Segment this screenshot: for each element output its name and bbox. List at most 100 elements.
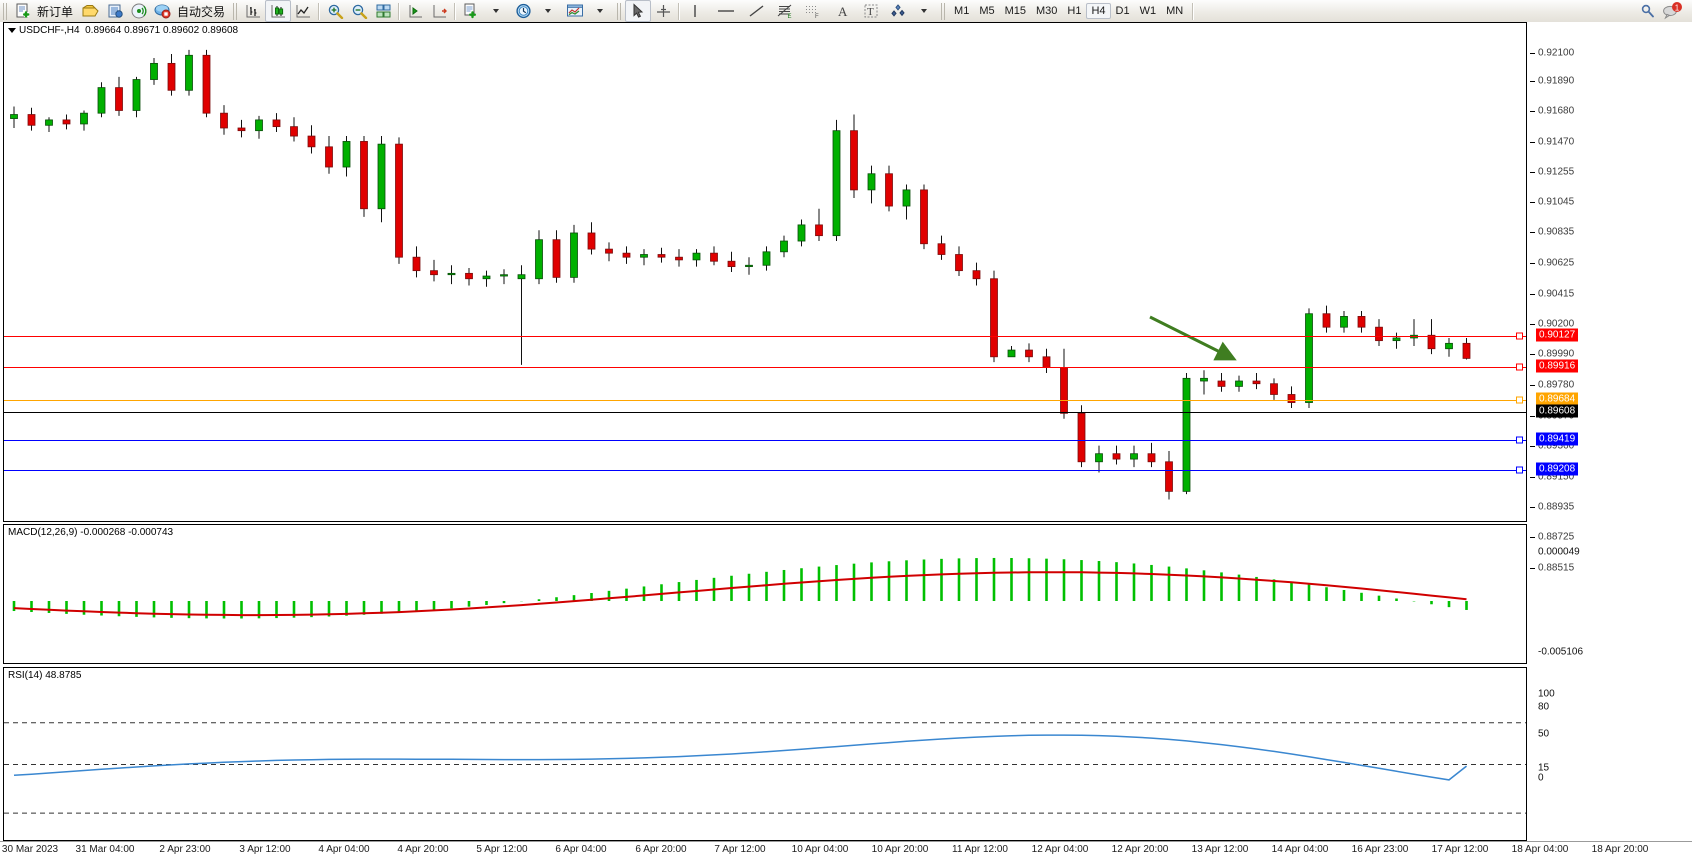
horizontal-line-icon[interactable] bbox=[713, 1, 739, 21]
timeframe-m15[interactable]: M15 bbox=[1004, 5, 1026, 17]
level-line-entry[interactable] bbox=[4, 400, 1526, 401]
level-handle-resistance-2[interactable] bbox=[1516, 363, 1523, 371]
news-icon[interactable] bbox=[103, 1, 127, 21]
zoom-in-icon[interactable] bbox=[323, 1, 347, 21]
timeframe-mn[interactable]: MN bbox=[1166, 5, 1184, 17]
indicators-dropdown-caret[interactable] bbox=[483, 1, 507, 21]
axis-tick bbox=[1530, 416, 1535, 417]
timeframe-h4[interactable]: H4 bbox=[1086, 3, 1111, 19]
fibonacci-fan-icon[interactable]: F bbox=[801, 1, 825, 21]
alert-icon[interactable]: 1 bbox=[1660, 1, 1686, 21]
level-handle-support-1[interactable] bbox=[1516, 436, 1523, 444]
price-tag[interactable]: 0.89684 bbox=[1536, 392, 1579, 406]
candle-body bbox=[500, 274, 508, 277]
search-icon[interactable] bbox=[1636, 1, 1660, 21]
time-label: 31 Mar 04:00 bbox=[75, 844, 135, 855]
price-axis[interactable]: 0.92100 0.91890 0.91680 0.91470 0.91255 0.910… bbox=[1530, 22, 1692, 841]
symbol-close: 0.89608 bbox=[201, 25, 239, 36]
candle-body bbox=[412, 256, 421, 272]
new-order-icon[interactable] bbox=[11, 1, 35, 21]
time-label: 7 Apr 12:00 bbox=[714, 844, 766, 855]
signal-icon[interactable] bbox=[127, 1, 151, 21]
candle-body bbox=[1445, 342, 1453, 350]
objects-dropdown-caret[interactable] bbox=[911, 1, 935, 21]
time-label: 12 Apr 04:00 bbox=[1031, 844, 1089, 855]
toolbar-grip-3[interactable] bbox=[617, 2, 623, 20]
fibonacci-icon[interactable]: E bbox=[773, 1, 797, 21]
candle-body bbox=[27, 114, 36, 126]
axis-label: 0.91890 bbox=[1538, 75, 1575, 87]
axis-tick bbox=[1530, 477, 1535, 478]
cursor-icon[interactable] bbox=[625, 0, 652, 22]
chart-area[interactable]: USDCHF-,H4 0.89664 0.89671 0.89602 0.896… bbox=[0, 22, 1692, 867]
candle-body bbox=[1077, 412, 1086, 463]
crosshair-icon[interactable] bbox=[651, 1, 675, 21]
toolbar-grip[interactable] bbox=[3, 2, 8, 20]
level-handle-support-2[interactable] bbox=[1516, 466, 1523, 474]
candle-body bbox=[1060, 367, 1068, 414]
chart-dropdown-icon[interactable] bbox=[8, 27, 16, 33]
rsi-series bbox=[4, 722, 1526, 814]
svg-text:A: A bbox=[838, 4, 848, 19]
timeframe-m5[interactable]: M5 bbox=[979, 5, 995, 17]
price-tag[interactable]: 0.89916 bbox=[1536, 359, 1579, 373]
vertical-line-icon[interactable] bbox=[683, 1, 707, 21]
price-tag[interactable]: 0.89419 bbox=[1536, 432, 1579, 446]
candle-body bbox=[255, 119, 263, 132]
line-chart-icon[interactable] bbox=[291, 1, 315, 21]
folder-icon[interactable] bbox=[79, 1, 103, 21]
toolbar-grip-2[interactable] bbox=[233, 2, 239, 20]
candle-body bbox=[272, 119, 281, 128]
level-line-support-2[interactable] bbox=[4, 470, 1526, 471]
templates-icon[interactable] bbox=[563, 1, 587, 21]
objects-icon[interactable] bbox=[887, 1, 911, 21]
zoom-out-icon[interactable] bbox=[347, 1, 371, 21]
level-handle-entry[interactable] bbox=[1516, 396, 1523, 404]
chart-grid-icon[interactable] bbox=[371, 1, 395, 21]
candle-body bbox=[1462, 342, 1471, 359]
level-line-support-1[interactable] bbox=[4, 440, 1526, 441]
candle-body bbox=[552, 239, 561, 278]
auto-trading-label[interactable]: 自动交易 bbox=[177, 4, 226, 19]
axis-label: 0.92100 bbox=[1538, 47, 1575, 59]
indicators-icon[interactable] bbox=[459, 1, 483, 21]
label-icon[interactable]: T bbox=[859, 1, 883, 21]
timeframe-w1[interactable]: W1 bbox=[1139, 5, 1157, 17]
candle-body bbox=[1235, 380, 1243, 387]
period-dropdown-caret[interactable] bbox=[535, 1, 559, 21]
timeframe-m1[interactable]: M1 bbox=[954, 5, 970, 17]
rsi-pane[interactable]: RSI(14) 48.8785 bbox=[3, 667, 1527, 841]
templates-dropdown-caret[interactable] bbox=[587, 1, 611, 21]
macd-pane[interactable]: MACD(12,26,9) -0.000268 -0.000743 bbox=[3, 524, 1527, 664]
candle-body bbox=[1147, 453, 1156, 463]
chart-autoscroll-icon[interactable] bbox=[427, 1, 451, 21]
candle-body bbox=[202, 54, 211, 114]
new-order-label[interactable]: 新订单 bbox=[37, 4, 74, 19]
price-pane[interactable]: USDCHF-,H4 0.89664 0.89671 0.89602 0.896… bbox=[3, 22, 1527, 522]
time-label: 2 Apr 23:00 bbox=[159, 844, 211, 855]
level-line-resistance-2[interactable] bbox=[4, 367, 1526, 368]
price-tag[interactable]: 0.90127 bbox=[1536, 328, 1579, 342]
candle-body bbox=[482, 275, 491, 280]
price-tag[interactable]: 0.89208 bbox=[1536, 462, 1579, 476]
text-icon[interactable]: A bbox=[831, 1, 855, 21]
chart-shift-icon[interactable] bbox=[403, 1, 427, 21]
auto-trading-icon[interactable] bbox=[151, 1, 175, 21]
period-icon[interactable] bbox=[511, 1, 535, 21]
level-handle-resistance-1[interactable] bbox=[1516, 332, 1523, 340]
time-axis[interactable]: 30 Mar 2023 31 Mar 04:00 2 Apr 23:00 3 Apr … bbox=[0, 841, 1692, 867]
toolbar-separator-2 bbox=[398, 2, 401, 20]
axis-tick bbox=[1530, 53, 1535, 54]
candlestick-icon[interactable] bbox=[265, 0, 292, 22]
time-label: 6 Apr 04:00 bbox=[555, 844, 607, 855]
bar-chart-icon[interactable] bbox=[241, 1, 265, 21]
trend-line-icon[interactable] bbox=[745, 1, 769, 21]
timeframe-h1[interactable]: H1 bbox=[1067, 5, 1082, 17]
timeframe-m30[interactable]: M30 bbox=[1036, 5, 1058, 17]
level-line-resistance-1[interactable] bbox=[4, 336, 1526, 337]
candle-body bbox=[447, 272, 456, 276]
level-line-current-price[interactable] bbox=[4, 412, 1526, 413]
price-tag[interactable]: 0.89608 bbox=[1536, 404, 1579, 418]
timeframe-d1[interactable]: D1 bbox=[1115, 5, 1130, 17]
toolbar-grip-4[interactable] bbox=[941, 2, 947, 20]
